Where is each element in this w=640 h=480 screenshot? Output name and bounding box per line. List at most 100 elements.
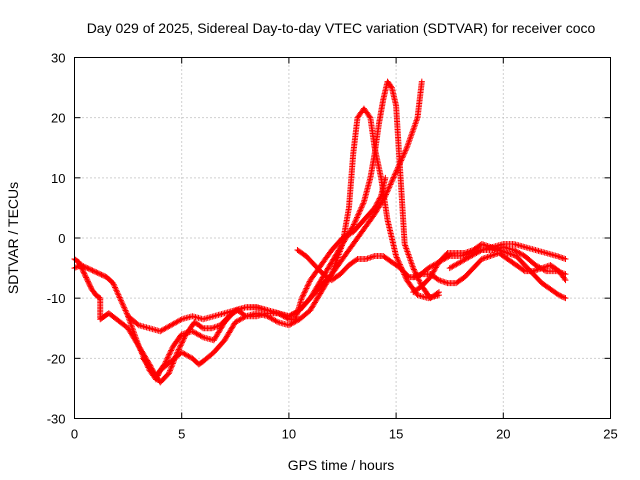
data-point [174,349,181,356]
data-point [414,272,421,279]
data-point [557,292,564,299]
data-point [386,182,393,189]
series-trace-4 [140,78,442,386]
data-point [392,170,399,177]
data-point [114,288,121,295]
data-point [84,277,91,284]
data-point [477,247,484,254]
data-point [368,254,375,261]
data-point [467,248,474,255]
data-point [412,269,419,276]
data-point [355,211,362,218]
data-point [372,203,379,210]
data-point [465,248,472,255]
data-point [301,289,308,296]
data-point [558,254,565,261]
data-point [302,288,309,295]
data-point [87,283,94,290]
data-point [490,252,497,259]
data-point [543,263,550,270]
chart-title: Day 029 of 2025, Sidereal Day-to-day VTE… [87,20,596,36]
data-point [395,258,402,265]
data-point [78,264,85,271]
data-point [136,344,143,351]
data-point [357,207,364,214]
data-point [120,303,127,310]
data-point [349,224,356,231]
data-point [483,254,490,261]
data-point [501,249,508,256]
data-point [173,350,180,357]
data-point [354,213,361,220]
data-point [481,255,488,262]
data-point [506,250,513,257]
data-point [488,252,495,259]
data-point [388,180,395,187]
data-point [386,184,393,191]
data-point [110,281,117,288]
data-point [373,200,380,207]
data-point [134,321,141,328]
data-point [385,185,392,192]
data-point [84,265,91,272]
data-point [166,367,173,374]
data-point [435,289,442,296]
data-point [403,146,410,153]
data-point [81,270,88,277]
data-point [177,342,184,349]
data-point [300,291,307,298]
data-point [536,266,543,273]
data-point [97,271,104,278]
data-point [92,268,99,275]
data-point [520,267,527,274]
data-point [375,198,382,205]
data-point [388,178,395,185]
data-point [77,261,84,268]
x-tick-label: 0 [71,427,78,442]
data-point [180,336,187,343]
data-point [123,310,130,317]
data-point [478,241,485,248]
data-point [86,280,93,287]
data-point [356,208,363,215]
data-point [172,354,179,361]
data-point [537,265,544,272]
data-point [538,265,545,272]
data-point [360,200,367,207]
data-point [562,295,569,302]
data-point [170,357,177,364]
data-point [178,340,185,347]
data-point [98,271,105,278]
data-point [179,339,186,346]
data-point [375,196,382,203]
data-point [298,295,305,302]
data-point [81,271,88,278]
x-tick-label: 25 [603,427,617,442]
data-point [305,281,312,288]
data-point [463,249,470,256]
data-point [299,293,306,300]
data-point [82,273,89,280]
data-point [93,269,100,276]
data-point [173,352,180,359]
series-trace-7 [410,250,569,287]
data-point [79,266,86,273]
data-point [76,260,83,267]
data-point [562,277,569,284]
x-tick-label: 20 [496,427,510,442]
data-point [166,350,173,357]
data-point [480,255,487,262]
data-point [350,222,357,229]
data-point [75,259,82,266]
data-point [411,267,418,274]
data-point [389,175,396,182]
y-tick-label: 10 [51,171,65,186]
data-point [371,204,378,211]
data-point [353,256,360,263]
data-point [387,83,394,90]
data-point [359,203,366,210]
data-point [211,324,218,331]
data-point [303,285,310,292]
data-point [80,269,87,276]
data-point [393,254,400,261]
